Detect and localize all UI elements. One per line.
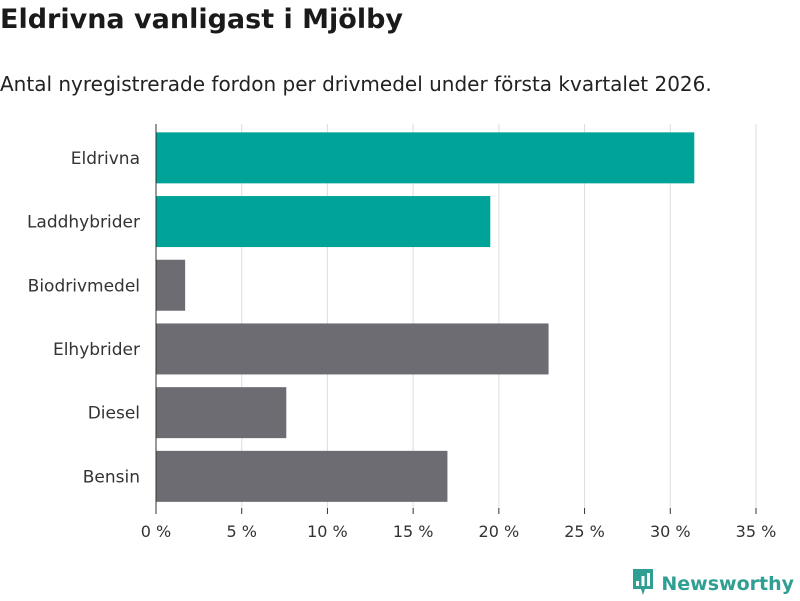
x-tick-label: 15 % — [393, 522, 434, 541]
category-label: Eldrivna — [71, 149, 140, 169]
newsworthy-logo[interactable]: Newsworthy — [631, 568, 794, 600]
bar-biodrivmedel — [156, 259, 186, 311]
category-label: Diesel — [88, 404, 140, 424]
category-labels: Eldrivna Laddhybrider Biodrivmedel Elhybrid… — [27, 149, 140, 488]
category-label: Elhybrider — [53, 340, 140, 360]
x-axis-ticks: 0 % 5 % 10 % 15 % 20 % 25 % 30 % 35 % — [141, 124, 777, 541]
x-tick-label: 5 % — [226, 522, 256, 541]
brand-name: Newsworthy — [661, 573, 794, 595]
chart-title: Eldrivna vanligast i Mjölby — [0, 4, 404, 35]
bar-elhybrider — [156, 323, 549, 375]
bar-diesel — [156, 387, 287, 439]
category-label: Bensin — [83, 467, 140, 487]
x-tick-label: 35 % — [736, 522, 777, 541]
newsworthy-logo-icon — [631, 567, 655, 601]
category-label: Biodrivmedel — [28, 276, 140, 296]
bar-bensin — [156, 450, 448, 502]
category-label: Laddhybrider — [27, 213, 140, 233]
x-tick-label: 30 % — [650, 522, 691, 541]
x-tick-label: 10 % — [307, 522, 348, 541]
bar-laddhybrider — [156, 196, 491, 248]
x-tick-label: 25 % — [564, 522, 605, 541]
x-tick-label: 0 % — [141, 522, 171, 541]
chart-subtitle: Antal nyregistrerade fordon per drivmede… — [0, 72, 712, 96]
x-tick-label: 20 % — [479, 522, 520, 541]
bars — [156, 132, 695, 502]
grid-lines — [241, 124, 757, 508]
bar-eldrivna — [156, 132, 695, 184]
